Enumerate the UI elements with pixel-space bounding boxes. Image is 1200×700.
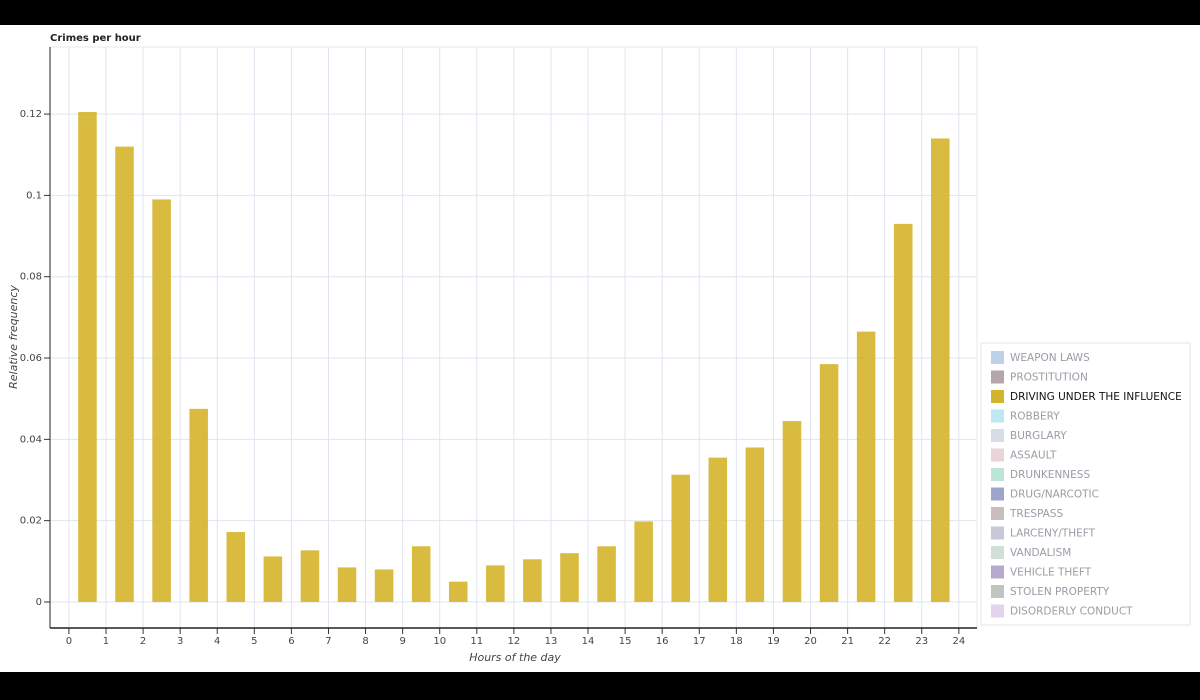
bar: [931, 138, 950, 602]
bar: [226, 532, 246, 602]
x-tick-label: 16: [656, 636, 669, 647]
bar: [152, 199, 171, 602]
legend-label[interactable]: STOLEN PROPERTY: [1010, 586, 1110, 598]
x-tick-label: 24: [952, 636, 965, 647]
x-tick-label: 5: [251, 636, 257, 647]
legend-swatch[interactable]: [991, 565, 1004, 579]
bar: [337, 567, 357, 602]
x-tick-label: 19: [767, 636, 780, 647]
legend-swatch[interactable]: [991, 487, 1004, 501]
legend-label[interactable]: BURGLARY: [1010, 430, 1067, 442]
legend-label[interactable]: PROSTITUTION: [1010, 372, 1088, 384]
legend-label[interactable]: TRESPASS: [1009, 508, 1064, 520]
legend-swatch[interactable]: [991, 429, 1004, 442]
x-tick-label: 4: [214, 636, 220, 647]
legend-label[interactable]: LARCENY/THEFT: [1010, 528, 1096, 540]
bar: [782, 421, 802, 602]
x-tick-label: 17: [693, 636, 706, 647]
x-tick-label: 13: [545, 636, 558, 647]
x-tick-label: 10: [433, 636, 446, 647]
legend-swatch[interactable]: [991, 526, 1004, 540]
legend-swatch[interactable]: [991, 585, 1004, 598]
x-tick-label: 9: [399, 636, 405, 647]
legend-swatch[interactable]: [991, 546, 1004, 559]
legend-swatch[interactable]: [991, 351, 1004, 364]
x-tick-label: 22: [878, 636, 891, 647]
legend-swatch[interactable]: [991, 604, 1004, 618]
legend-label[interactable]: DISORDERLY CONDUCT: [1010, 606, 1133, 618]
legend-label[interactable]: VEHICLE THEFT: [1010, 567, 1092, 579]
x-tick-label: 21: [841, 636, 854, 647]
legend-label[interactable]: DRIVING UNDER THE INFLUENCE: [1010, 391, 1182, 403]
bar: [486, 565, 505, 602]
x-tick-label: 8: [362, 636, 368, 647]
y-tick-label: 0.06: [20, 353, 42, 364]
legend-label[interactable]: ROBBERY: [1010, 411, 1060, 423]
legend-swatch[interactable]: [991, 507, 1004, 520]
bar: [374, 569, 394, 602]
bar: [523, 559, 542, 602]
y-tick-label: 0: [36, 597, 42, 608]
x-tick-label: 7: [325, 636, 331, 647]
legend-swatch[interactable]: [991, 390, 1004, 403]
x-tick-label: 23: [915, 636, 928, 647]
chart-title: Crimes per hour: [50, 33, 141, 44]
bar: [78, 112, 97, 602]
bar: [189, 408, 208, 602]
bar: [708, 457, 728, 602]
x-tick-label: 11: [470, 636, 483, 647]
bar: [597, 546, 616, 602]
legend-label[interactable]: ASSAULT: [1010, 450, 1057, 462]
bar: [448, 581, 468, 602]
legend-label[interactable]: DRUG/NARCOTIC: [1010, 489, 1099, 501]
legend-label[interactable]: VANDALISM: [1010, 547, 1071, 559]
legend-swatch[interactable]: [991, 409, 1004, 423]
y-axis-label: Relative frequency: [7, 285, 20, 389]
bar: [819, 364, 839, 602]
legend-box: [980, 342, 1191, 626]
bar: [115, 146, 134, 602]
bar: [856, 331, 876, 602]
x-tick-label: 18: [730, 636, 743, 647]
bar: [263, 556, 283, 602]
x-tick-label: 1: [103, 636, 109, 647]
x-tick-label: 20: [804, 636, 817, 647]
x-tick-label: 0: [66, 636, 72, 647]
legend-swatch[interactable]: [991, 448, 1004, 462]
bar: [634, 521, 653, 602]
y-tick-label: 0.08: [20, 272, 42, 283]
x-tick-label: 6: [288, 636, 294, 647]
x-tick-label: 3: [177, 636, 183, 647]
legend-label[interactable]: DRUNKENNESS: [1010, 469, 1090, 481]
y-tick-label: 0.02: [20, 516, 42, 527]
bar: [560, 553, 579, 602]
bar: [411, 546, 431, 602]
bar: [893, 223, 913, 602]
bar: [671, 474, 691, 602]
bottom-bar: [0, 672, 1200, 700]
legend-swatch[interactable]: [991, 370, 1004, 384]
legend-label[interactable]: WEAPON LAWS: [1010, 352, 1090, 364]
x-axis-label: Hours of the day: [469, 651, 561, 664]
x-tick-label: 12: [508, 636, 521, 647]
legend-swatch[interactable]: [991, 468, 1004, 481]
x-tick-label: 2: [140, 636, 146, 647]
bar: [300, 550, 320, 602]
x-tick-label: 14: [582, 636, 595, 647]
y-tick-label: 0.04: [20, 434, 42, 445]
x-tick-label: 15: [619, 636, 632, 647]
y-tick-label: 0.1: [26, 190, 42, 201]
bar: [745, 447, 765, 602]
y-tick-label: 0.12: [20, 109, 42, 120]
top-bar: [0, 0, 1200, 25]
